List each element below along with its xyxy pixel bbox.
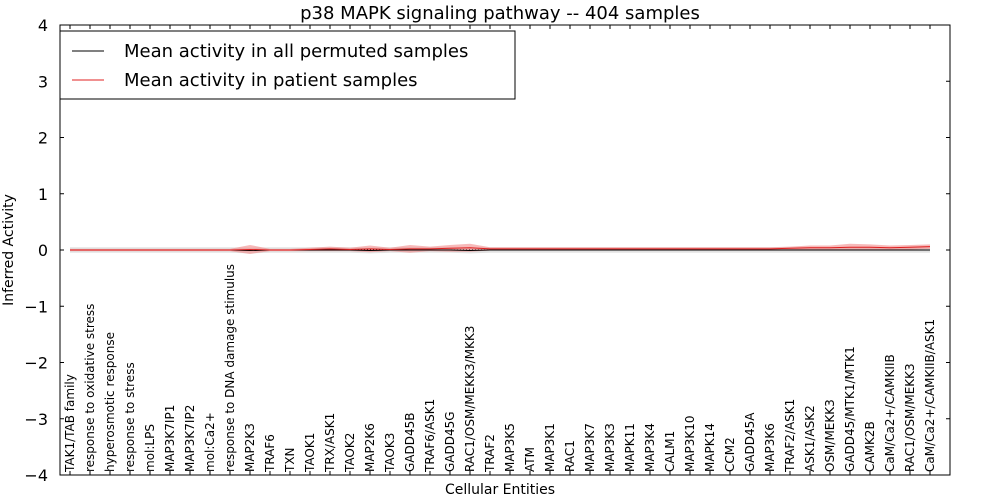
x-axis-label: Cellular Entities	[445, 482, 555, 498]
y-tick-label: −2	[24, 354, 48, 373]
legend-label-permuted: Mean activity in all permuted samples	[124, 41, 468, 62]
x-tick-label: MAP3K4	[643, 423, 657, 472]
x-tick-label: MAP3K7IP2	[183, 405, 197, 472]
x-tick-label: RAC1	[563, 440, 577, 472]
series-lines	[70, 246, 931, 252]
y-tick-label: 3	[38, 72, 48, 91]
x-tick-label: MAPK14	[703, 423, 717, 472]
x-tick-label: OSM/MEKK3	[823, 399, 837, 472]
x-tick-label: GADD45A	[743, 412, 757, 472]
x-tick-label: ASK1/ASK2	[803, 405, 817, 472]
x-tick-label: MAP3K7	[583, 423, 597, 472]
plot-area	[59, 24, 951, 476]
y-tick-label: 4	[38, 16, 48, 35]
x-tick-label: mol:LPS	[143, 424, 157, 472]
x-ticks: TAK1/TAB family response to oxidative str…	[63, 25, 937, 475]
x-tick-label: TRAF2/ASK1	[783, 399, 797, 473]
x-tick-label: MAP2K6	[363, 423, 377, 472]
x-tick-label: CaM/Ca2+/CAMKIIB/ASK1	[923, 319, 937, 472]
y-tick-label: 0	[38, 241, 48, 260]
x-tick-label: MAP3K3	[603, 423, 617, 472]
x-tick-label: GADD45B	[403, 413, 417, 473]
x-tick-label: MAP3K7IP1	[163, 405, 177, 472]
x-tick-label: CCM2	[723, 437, 737, 472]
legend-label-patient: Mean activity in patient samples	[124, 70, 418, 91]
x-tick-label: TAOK2	[343, 433, 357, 473]
legend-box	[59, 30, 516, 100]
x-tick-label: CALM1	[663, 431, 677, 472]
x-tick-label: ATM	[523, 447, 537, 472]
x-tick-label: response to DNA damage stimulus	[223, 264, 237, 472]
x-tick-label: GADD45/MTK1/MTK1	[843, 346, 857, 472]
y-tick-label: −1	[24, 297, 48, 316]
x-tick-label: hyperosmotic response	[103, 332, 117, 472]
y-axis-label: Inferred Activity	[1, 194, 17, 306]
x-tick-label: RAC1/OSM/MEKK3/MKK3	[463, 326, 477, 472]
x-tick-label: CAMK2B	[863, 421, 877, 472]
x-tick-label: MAP3K5	[503, 423, 517, 472]
x-tick-label: MAPK11	[623, 423, 637, 472]
x-tick-label: MAP2K3	[243, 423, 257, 472]
y-tick-label: 2	[38, 129, 48, 148]
x-tick-label: MAP3K1	[543, 423, 557, 472]
y-tick-label: 1	[38, 185, 48, 204]
x-tick-label: CaM/Ca2+/CAMKIIB	[883, 354, 897, 472]
x-tick-label: TRAF2	[483, 434, 497, 473]
x-tick-label: TAK1/TAB family	[63, 374, 77, 473]
x-tick-label: TRAF6	[263, 434, 277, 473]
x-tick-label: response to oxidative stress	[83, 304, 97, 472]
legend: Mean activity in all permuted samples Me…	[59, 30, 516, 100]
series-line-patient	[70, 246, 931, 251]
x-tick-label: mol:Ca2+	[203, 412, 217, 472]
x-tick-label: TRAF6/ASK1	[423, 399, 437, 473]
chart-title: p38 MAPK signaling pathway -- 404 sample…	[300, 3, 700, 24]
y-tick-label: −3	[24, 410, 48, 429]
x-tick-label: MAP3K6	[763, 423, 777, 472]
x-tick-label: TRX/ASK1	[323, 413, 337, 473]
x-tick-label: MAP3K10	[683, 415, 697, 472]
x-tick-label: TAOK3	[383, 433, 397, 473]
x-tick-label: response to stress	[123, 362, 137, 472]
x-tick-label: GADD45G	[443, 411, 457, 472]
x-tick-label: RAC1/OSM/MEKK3	[903, 363, 917, 472]
y-tick-label: −4	[24, 466, 48, 485]
x-tick-label: TAOK1	[303, 433, 317, 473]
x-tick-label: TXN	[283, 447, 297, 473]
y-ticks: 4 3 2 1 0 −1 −2 −3 −4	[24, 16, 950, 485]
